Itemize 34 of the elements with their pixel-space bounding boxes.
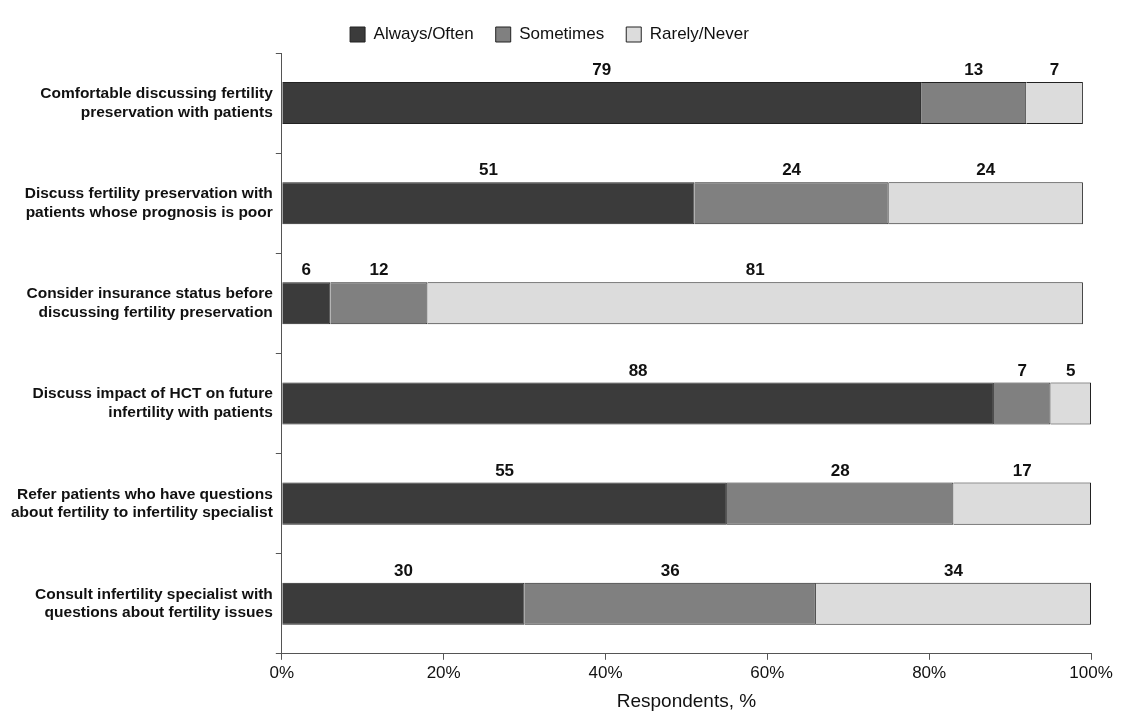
y-tick-label: Refer patients who have questions about fertility to infertility specialist	[10, 484, 273, 521]
data-label: 34	[943, 560, 964, 580]
data-label: 79	[592, 60, 612, 80]
y-tick-label: Discuss fertility preservation with patients whose prognosis is poor	[24, 184, 273, 220]
data-label: 7	[1049, 60, 1060, 80]
legend-label: Rarely/Never	[649, 24, 750, 44]
data-label: 51	[478, 160, 498, 180]
data-label: 24	[782, 160, 802, 180]
data-label: 5	[1066, 360, 1076, 380]
x-tick-label: 80%	[912, 662, 947, 682]
x-axis-title: Respondents, %	[616, 689, 757, 711]
data-label: 12	[369, 260, 389, 280]
data-label: 17	[1012, 460, 1032, 480]
data-label: 6	[301, 260, 312, 280]
data-label: 7	[1017, 360, 1027, 380]
y-tick-label: Consult infertility specialist with questions about fertility issues	[35, 584, 273, 621]
data-label: 24	[976, 160, 996, 180]
x-tick-label: 60%	[750, 662, 785, 682]
x-tick-label: 40%	[588, 662, 623, 682]
y-tick-label: Discuss impact of HCT on future infertility with patients	[32, 384, 274, 421]
data-label: 28	[830, 460, 850, 480]
x-tick-label: 0%	[269, 662, 295, 682]
data-label: 36	[660, 560, 680, 580]
x-tick-label: 20%	[426, 662, 461, 682]
data-label: 13	[964, 60, 984, 80]
x-tick-label: 100%	[1069, 662, 1113, 682]
legend-label: Always/Often	[373, 24, 474, 44]
data-label: 55	[495, 460, 515, 480]
data-label: 88	[628, 360, 648, 380]
y-tick-label: Consider insurance status before discussing fertility preservation	[26, 284, 274, 320]
data-label: 30	[393, 560, 413, 580]
y-tick-label: Comfortable discussing fertility preservation with patients	[40, 84, 274, 120]
data-label: 81	[745, 260, 765, 280]
legend-label: Sometimes	[519, 24, 605, 44]
